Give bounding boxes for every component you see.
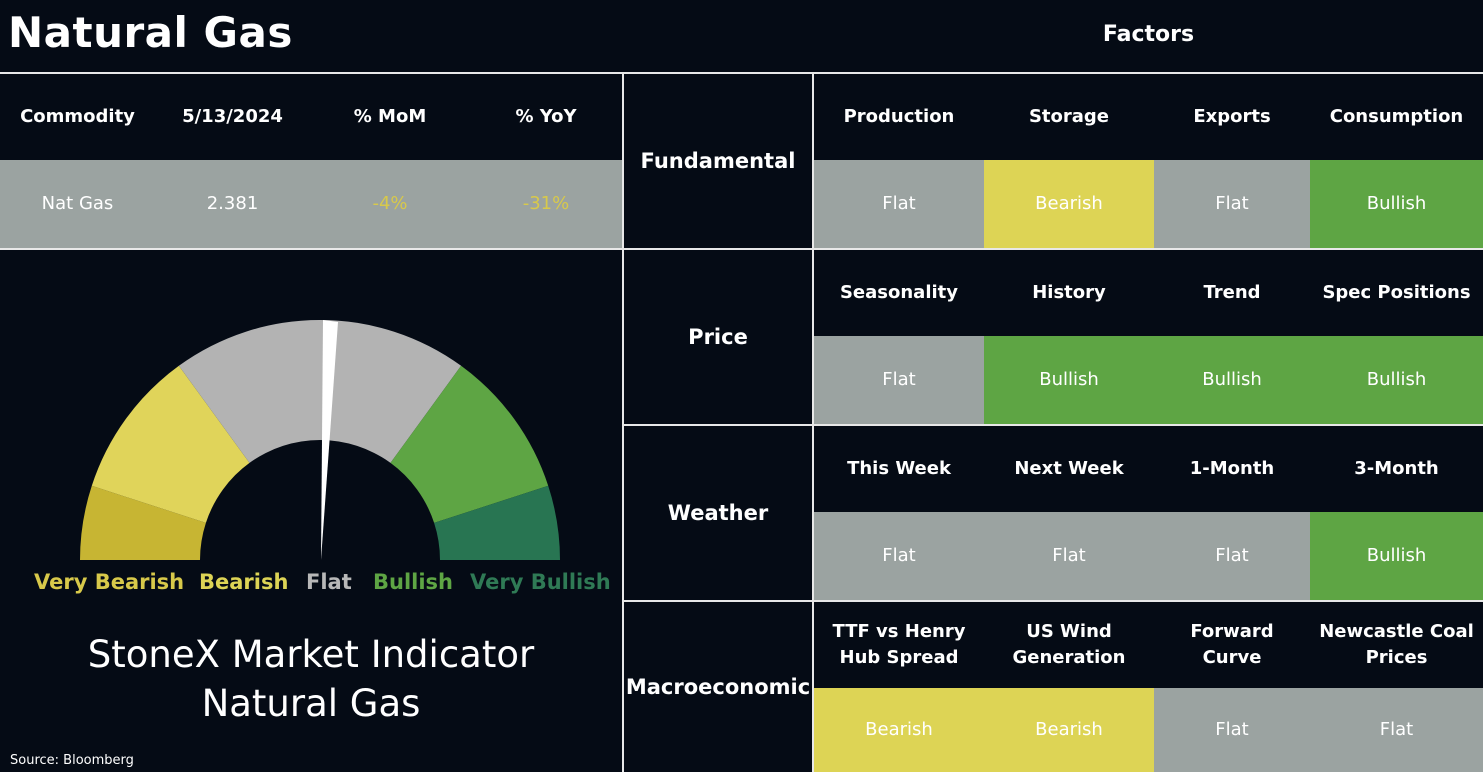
gauge-segment-bearish <box>91 365 250 523</box>
divider <box>812 72 814 772</box>
factor-name: This Week <box>847 457 951 479</box>
factor-name: Forward Curve <box>1154 602 1310 688</box>
factor-name: Seasonality <box>839 281 959 303</box>
factor-status: Flat <box>1154 688 1310 772</box>
column-header: Commodity <box>20 105 135 127</box>
gauge-segment-bullish <box>390 365 549 523</box>
factor-name: US Wind Generation <box>984 602 1154 688</box>
factor-name: Newcastle Coal Prices <box>1310 602 1483 688</box>
factors-title: Factors <box>1102 22 1195 47</box>
factor-name-line: Forward <box>1190 620 1274 642</box>
column-header: 5/13/2024 <box>182 105 283 127</box>
factor-name: Storage <box>1028 105 1110 127</box>
factor-name-line: Generation <box>1012 647 1126 668</box>
gauge-segment-very-bearish <box>80 485 206 560</box>
row-label-weather: Weather <box>667 500 769 525</box>
factor-status: Flat <box>814 160 984 248</box>
commodity-cell: Nat Gas <box>41 192 114 214</box>
divider <box>0 72 1483 74</box>
divider <box>622 72 624 772</box>
gauge-label-bearish: Bearish <box>199 570 289 594</box>
factor-name: 3-Month <box>1354 457 1439 479</box>
factor-status: Bearish <box>814 688 984 772</box>
factor-name: TTF vs Henry Hub Spread <box>814 602 984 688</box>
gauge-label-very-bullish: Very Bullish <box>470 570 611 594</box>
price-cell: 2.381 <box>206 192 259 214</box>
factor-status: Flat <box>1310 688 1483 772</box>
gauge-segment-very-bullish <box>434 485 560 560</box>
factor-status: Bullish <box>1310 160 1483 248</box>
factor-name-line: Curve <box>1202 647 1262 668</box>
factor-status: Flat <box>814 336 984 424</box>
column-header: % YoY <box>515 105 577 127</box>
factor-status: Flat <box>814 512 984 600</box>
factor-name: Trend <box>1203 281 1261 303</box>
mom-cell: -4% <box>372 192 408 214</box>
market-gauge <box>80 319 560 560</box>
yoy-cell: -31% <box>522 192 570 214</box>
source-note: Source: Bloomberg <box>10 753 134 768</box>
factor-name: Consumption <box>1329 105 1464 127</box>
factor-status: Flat <box>984 512 1154 600</box>
factor-name: Production <box>843 105 955 127</box>
factor-name: Exports <box>1193 105 1271 127</box>
row-label-fundamental: Fundamental <box>640 148 796 173</box>
table-row <box>0 160 622 248</box>
indicator-subtitle: Natural Gas <box>201 682 421 725</box>
factor-name-line: Prices <box>1365 647 1428 668</box>
row-label-macroeconomic: Macroeconomic <box>625 674 811 699</box>
indicator-title: StoneX Market Indicator <box>87 633 535 676</box>
gauge-label-bullish: Bullish <box>373 570 454 594</box>
factor-name: 1-Month <box>1189 457 1275 479</box>
factor-name-line: TTF vs Henry <box>832 620 966 642</box>
gauge-segment-flat <box>178 319 462 463</box>
factor-name: Spec Positions <box>1322 281 1471 303</box>
factor-name-line: Newcastle Coal <box>1319 620 1474 642</box>
row-label-price: Price <box>688 324 748 349</box>
factor-name: History <box>1032 281 1106 303</box>
page-title: Natural Gas <box>8 8 293 57</box>
gauge-needle <box>321 320 338 560</box>
factor-status: Bullish <box>1310 336 1483 424</box>
divider <box>624 424 1483 426</box>
factor-status: Bullish <box>1154 336 1310 424</box>
gauge-label-flat: Flat <box>306 570 352 594</box>
factor-status: Bullish <box>984 336 1154 424</box>
factor-status: Flat <box>1154 512 1310 600</box>
factor-status: Bullish <box>1310 512 1483 600</box>
divider <box>624 600 1483 602</box>
divider <box>0 248 1483 250</box>
gauge-label-very-bearish: Very Bearish <box>34 570 185 594</box>
factor-status: Bearish <box>984 160 1154 248</box>
column-header: % MoM <box>353 105 427 127</box>
factor-name-line: US Wind <box>1026 620 1112 642</box>
factor-status: Flat <box>1154 160 1310 248</box>
factor-status: Bearish <box>984 688 1154 772</box>
factor-name: Next Week <box>1014 457 1124 479</box>
factor-name-line: Hub Spread <box>839 647 959 668</box>
